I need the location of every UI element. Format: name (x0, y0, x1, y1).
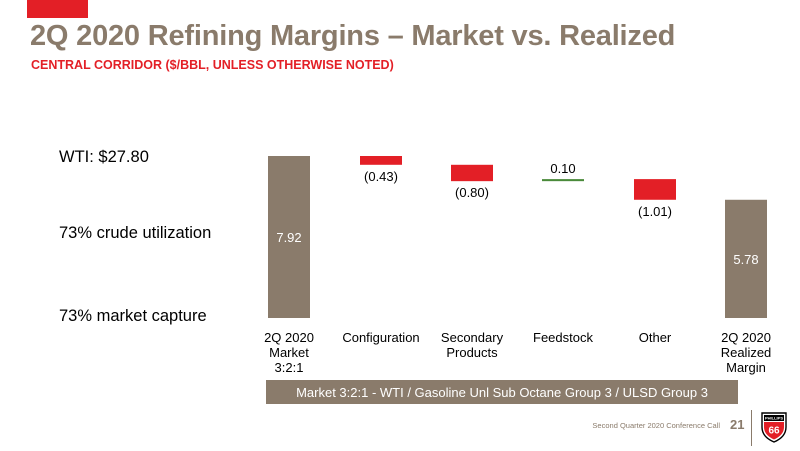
category-label-3-0: Feedstock (533, 330, 593, 345)
page-number: 21 (730, 417, 745, 432)
bar-2 (451, 164, 493, 182)
category-label-5-2: Margin (726, 360, 766, 375)
category-label-0-0: 2Q 2020 (264, 330, 314, 345)
category-label-4-0: Other (639, 330, 672, 345)
data-label-0: 7.92 (276, 230, 301, 245)
data-label-2: (0.80) (455, 185, 489, 200)
footnote-bar: Market 3:2:1 - WTI / Gasoline Unl Sub Oc… (266, 380, 738, 404)
category-label-2-1: Products (446, 345, 498, 360)
category-label-5-0: 2Q 2020 (721, 330, 771, 345)
data-label-1: (0.43) (364, 169, 398, 184)
phillips66-logo: PHILLIPS 66 (761, 412, 787, 443)
bar-4 (634, 179, 676, 200)
bar-5 (725, 199, 767, 318)
category-label-0-2: 3:2:1 (275, 360, 304, 375)
stat-market-capture: 73% market capture (59, 307, 207, 325)
category-label-1-0: Configuration (342, 330, 419, 345)
bar-0 (268, 156, 310, 318)
logo-wordmark: PHILLIPS (765, 416, 783, 421)
stat-crude-utilization: 73% crude utilization (59, 224, 212, 242)
brand-strip (27, 0, 88, 18)
category-label-0-1: Market (269, 345, 309, 360)
footer-divider (751, 410, 752, 446)
category-label-5-1: Realized (721, 345, 772, 360)
category-label-2-0: Secondary (441, 330, 504, 345)
data-label-3: 0.10 (550, 161, 575, 176)
logo-number: 66 (768, 426, 780, 437)
page-subtitle: CENTRAL CORRIDOR ($/BBL, UNLESS OTHERWIS… (31, 58, 394, 72)
data-label-5: 5.78 (733, 252, 758, 267)
stat-wti: WTI: $27.80 (59, 148, 149, 166)
bar-1 (360, 156, 402, 165)
footer-text: Second Quarter 2020 Conference Call (592, 421, 720, 430)
bar-3 (542, 179, 584, 182)
data-label-4: (1.01) (638, 204, 672, 219)
page-title: 2Q 2020 Refining Margins – Market vs. Re… (30, 20, 676, 52)
